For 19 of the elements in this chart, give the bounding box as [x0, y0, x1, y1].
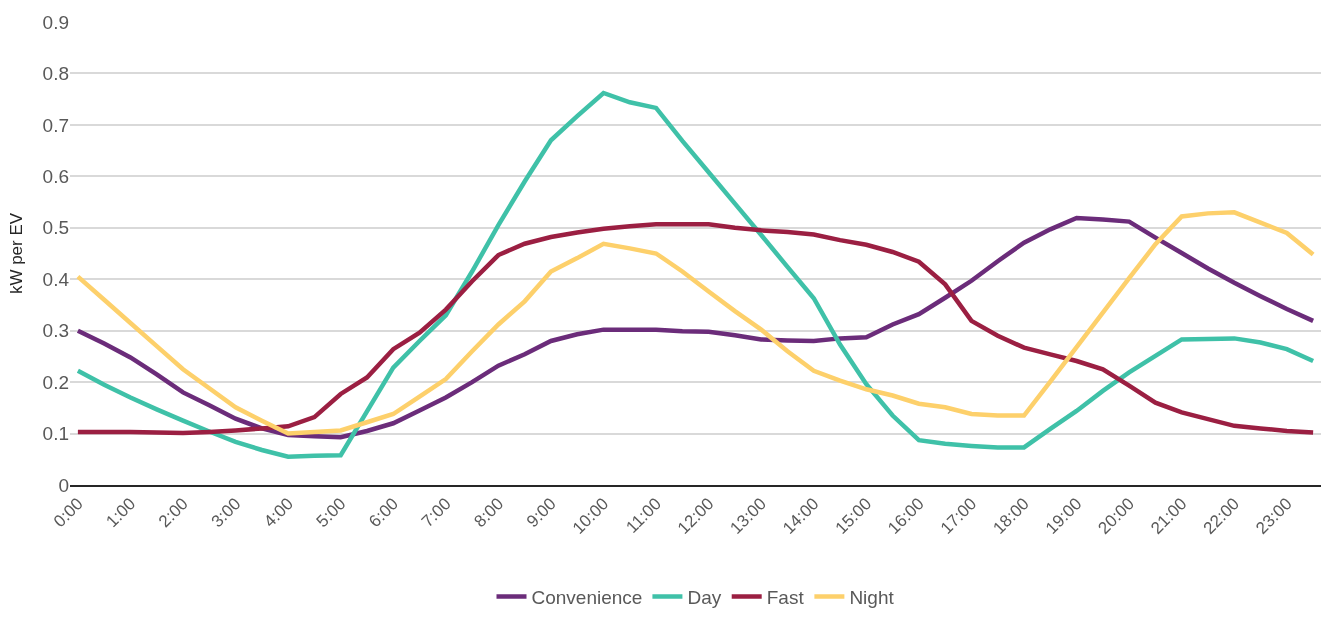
legend-label: Fast: [766, 586, 805, 608]
legend-label: Convenience: [531, 586, 643, 608]
legend-label: Day: [687, 586, 722, 608]
x-tick-label: 4:00: [260, 494, 297, 532]
line-series: [75, 90, 1316, 459]
x-tick-label: 6:00: [365, 494, 403, 532]
y-tick-label: 0.2: [42, 371, 69, 393]
y-tick-label: 0.6: [42, 165, 69, 187]
y-tick-label: 0.3: [42, 320, 69, 342]
y-tick-label: 0.1: [42, 423, 69, 445]
y-tick-label: 0.8: [42, 63, 69, 85]
y-tick-label: 0: [58, 474, 69, 496]
y-tick-label: 0.4: [42, 268, 70, 290]
y-axis-title: kW per EV: [7, 212, 27, 295]
y-tick-label: 0.5: [42, 217, 69, 239]
legend-label: Night: [849, 586, 895, 608]
y-tick-label: 0.9: [42, 11, 69, 33]
y-tick-label: 0.7: [42, 114, 69, 136]
x-tick-label: 7:00: [417, 494, 455, 532]
